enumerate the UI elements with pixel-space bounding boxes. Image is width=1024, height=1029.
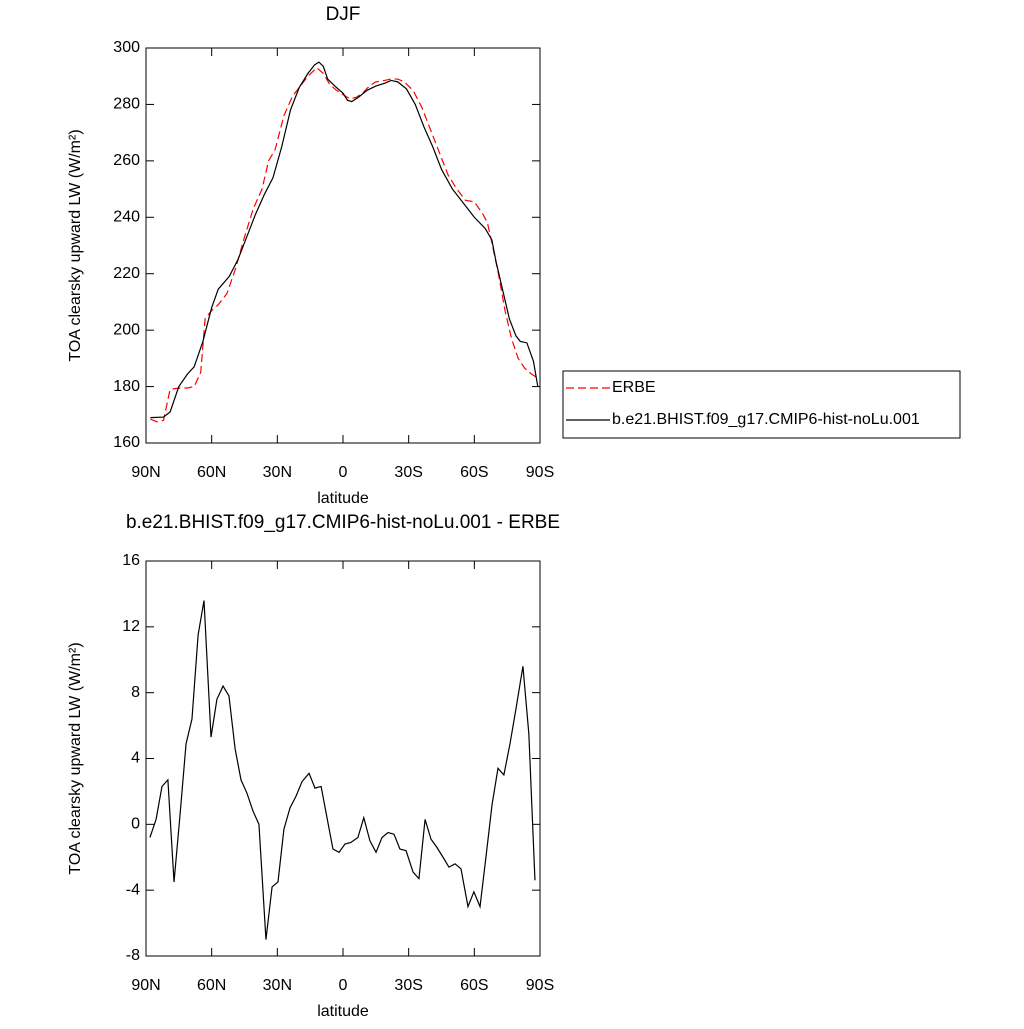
x-axis-label: latitude — [317, 490, 369, 507]
x-tick-label: 90N — [131, 464, 160, 481]
data-line — [150, 61, 539, 419]
legend-label: b.e21.BHIST.f09_g17.CMIP6-hist-noLu.001 — [612, 411, 920, 428]
legend-label: ERBE — [612, 379, 656, 396]
y-tick-label: 240 — [113, 209, 140, 226]
y-tick-label: 16 — [122, 552, 140, 569]
plot-frame — [145, 47, 541, 444]
y-tick-label: -8 — [126, 947, 140, 964]
x-axis-label: latitude — [317, 1003, 369, 1020]
x-tick-label: 60S — [460, 464, 488, 481]
x-tick-label: 60S — [460, 977, 488, 994]
y-tick-label: 200 — [113, 321, 140, 338]
legend-box — [562, 370, 961, 439]
data-line — [149, 600, 536, 940]
x-tick-label: 60N — [197, 464, 226, 481]
chart-title: b.e21.BHIST.f09_g17.CMIP6-hist-noLu.001 … — [126, 512, 560, 533]
x-tick-label: 90S — [526, 977, 554, 994]
y-axis-label: TOA clearsky upward LW (W/m²) — [67, 642, 84, 874]
y-tick-label: 260 — [113, 152, 140, 169]
x-tick-label: 0 — [339, 977, 348, 994]
y-axis-label: TOA clearsky upward LW (W/m²) — [67, 129, 84, 361]
y-tick-label: 220 — [113, 265, 140, 282]
x-tick-label: 0 — [339, 464, 348, 481]
x-tick-label: 90S — [526, 464, 554, 481]
x-tick-label: 30S — [394, 464, 422, 481]
y-tick-label: 12 — [122, 618, 140, 635]
x-tick-label: 60N — [197, 977, 226, 994]
y-tick-label: 180 — [113, 378, 140, 395]
y-tick-label: 8 — [131, 684, 140, 701]
y-tick-label: -4 — [126, 881, 140, 898]
x-tick-label: 30S — [394, 977, 422, 994]
chart-title: DJF — [326, 4, 361, 25]
x-tick-label: 90N — [131, 977, 160, 994]
y-tick-label: 4 — [131, 750, 140, 767]
x-tick-label: 30N — [263, 464, 292, 481]
y-tick-label: 0 — [131, 816, 140, 833]
y-tick-label: 280 — [113, 96, 140, 113]
y-tick-label: 160 — [113, 434, 140, 451]
data-line — [150, 66, 539, 423]
x-tick-label: 30N — [263, 977, 292, 994]
y-tick-label: 300 — [113, 39, 140, 56]
